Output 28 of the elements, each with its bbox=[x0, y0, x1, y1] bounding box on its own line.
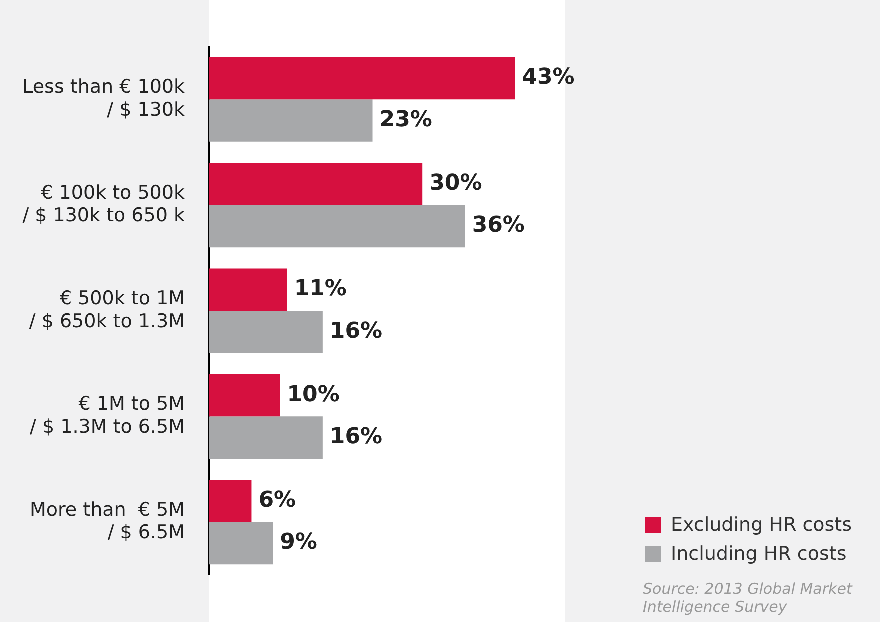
bar bbox=[209, 311, 323, 354]
data-label: 11% bbox=[294, 276, 347, 302]
y-tick-label: Less than € 100k / $ 130k bbox=[22, 76, 185, 121]
legend-label: Including HR costs bbox=[671, 543, 847, 565]
y-tick-label: € 100k to 500k / $ 130k to 650 k bbox=[22, 182, 185, 227]
bar bbox=[209, 100, 373, 142]
bar bbox=[209, 163, 423, 206]
data-label: 36% bbox=[472, 213, 525, 238]
bar bbox=[209, 374, 280, 417]
source-note: Source: 2013 Global Market Intelligence Survey bbox=[643, 580, 854, 616]
data-label: 16% bbox=[330, 318, 383, 344]
data-label: 16% bbox=[330, 424, 383, 450]
legend-label: Excluding HR costs bbox=[671, 514, 852, 536]
bar bbox=[209, 416, 323, 459]
data-label: 6% bbox=[258, 488, 296, 513]
bar bbox=[209, 522, 274, 565]
data-label: 9% bbox=[280, 530, 318, 556]
bar bbox=[209, 57, 516, 100]
data-label: 10% bbox=[287, 382, 340, 408]
bar bbox=[209, 480, 252, 522]
bar bbox=[209, 205, 466, 248]
bar bbox=[209, 268, 288, 311]
data-label: 30% bbox=[430, 170, 482, 196]
y-tick-label: More than € 5M / $ 6.5M bbox=[30, 498, 185, 544]
data-label: 43% bbox=[522, 65, 575, 90]
data-label: 23% bbox=[380, 107, 432, 132]
y-tick-label: € 1M to 5M / $ 1.3M to 6.5M bbox=[30, 393, 185, 438]
y-tick-label: € 500k to 1M / $ 650k to 1.3M bbox=[29, 288, 185, 332]
